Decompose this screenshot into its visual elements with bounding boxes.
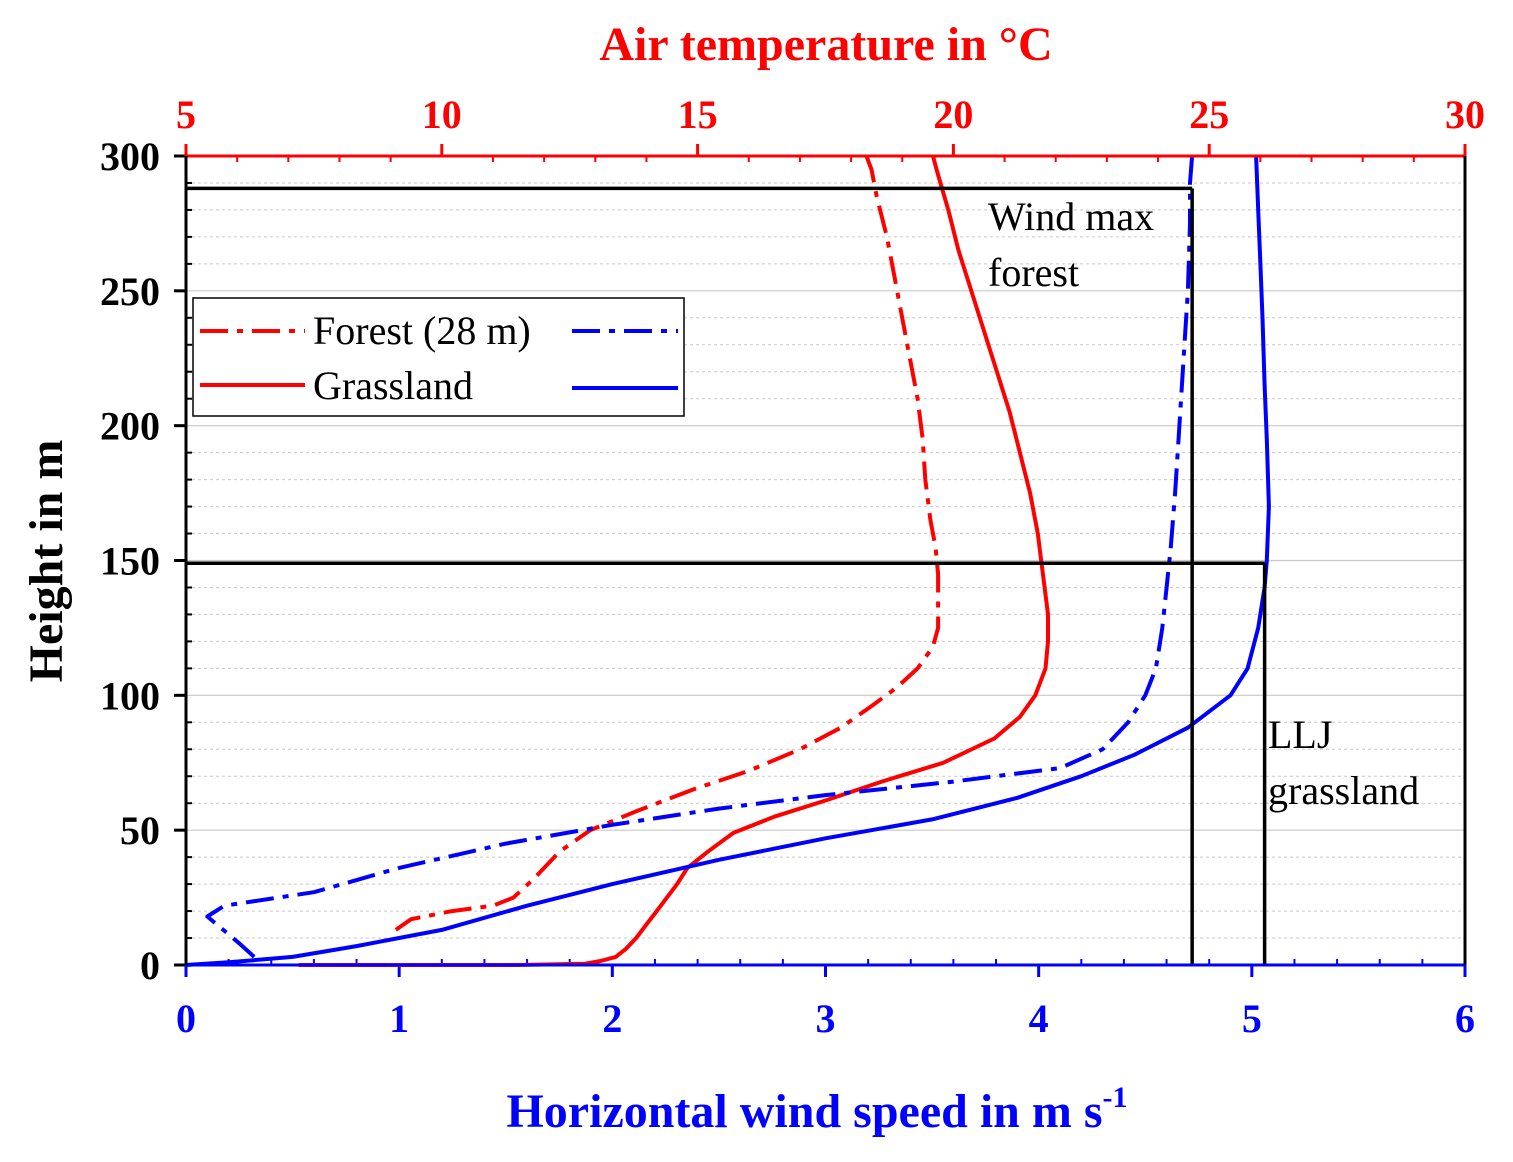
- reference-lines: [186, 186, 1267, 965]
- annotation-wind-max-forest-line1: Wind max: [988, 194, 1154, 239]
- x-top-tick-label: 20: [933, 92, 973, 137]
- y-tick-label: 250: [100, 269, 160, 314]
- series-grassland-air-temperature: [298, 155, 1050, 967]
- series-forest-28-m-wind-speed: [205, 155, 1195, 959]
- x-bottom-tick-label: 4: [1029, 996, 1049, 1041]
- annotation-llj-grassland-line1: LLJ: [1268, 712, 1332, 757]
- legend-grassland-label: Grassland: [313, 363, 473, 408]
- legend: Forest (28 m) Grassland: [192, 297, 685, 417]
- x-bottom-tick-label: 1: [389, 996, 409, 1041]
- left-axis-title: Height in m: [20, 440, 73, 683]
- x-top-tick-label: 15: [678, 92, 718, 137]
- top-axis-title: Air temperature in °C: [599, 18, 1052, 71]
- x-top-tick-label: 5: [176, 92, 196, 137]
- y-tick-label: 100: [100, 673, 160, 718]
- x-bottom-tick-label: 5: [1242, 996, 1262, 1041]
- x-bottom-tick-label: 2: [602, 996, 622, 1041]
- annotation-wind-max-forest: Wind max forest: [988, 194, 1154, 295]
- tick-labels: 0 50 100 150 200 250 300 0 1 2 3 4 5 6 5 10 15 20 25 30: [100, 92, 1485, 1041]
- data-series: [185, 155, 1271, 967]
- y-tick-label: 200: [100, 404, 160, 449]
- bottom-axis-title-main: Horizontal wind speed in m s: [506, 1085, 1102, 1138]
- bottom-axis-title-superscript: -1: [1103, 1081, 1128, 1114]
- annotation-llj-grassland-line2: grassland: [1268, 768, 1419, 813]
- annotation-wind-max-forest-line2: forest: [988, 250, 1079, 295]
- y-tick-label: 150: [100, 539, 160, 584]
- x-bottom-tick-label: 6: [1455, 996, 1475, 1041]
- series-grassland-wind-speed: [185, 155, 1271, 967]
- bottom-axis-title: Horizontal wind speed in m s-1: [506, 1081, 1127, 1138]
- y-tick-label: 0: [140, 943, 160, 988]
- gridlines: [186, 290, 1465, 831]
- series-forest-28-m-air-temperature: [394, 155, 941, 932]
- annotation-llj-grassland: LLJ grassland: [1268, 712, 1419, 813]
- x-bottom-tick-label: 0: [176, 996, 196, 1041]
- x-top-tick-label: 10: [422, 92, 462, 137]
- x-top-tick-label: 30: [1445, 92, 1485, 137]
- x-top-tick-label: 25: [1189, 92, 1229, 137]
- legend-forest-label: Forest (28 m): [313, 308, 531, 353]
- legend-box: [192, 297, 685, 417]
- y-tick-label: 300: [100, 134, 160, 179]
- x-bottom-tick-label: 3: [816, 996, 836, 1041]
- y-tick-label: 50: [120, 808, 160, 853]
